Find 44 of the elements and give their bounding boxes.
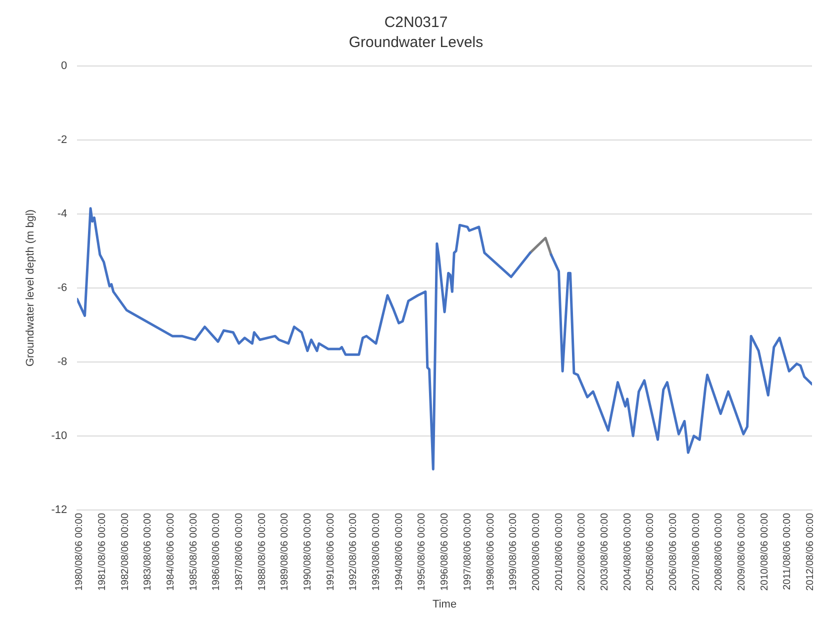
x-tick-label: 1982/08/06 00:00 (120, 512, 131, 591)
x-tick-label: 1989/08/06 00:00 (280, 512, 291, 591)
x-tick-label: 1999/08/06 00:00 (508, 512, 520, 591)
y-tick-label: 0 (60, 60, 68, 72)
x-tick-label: 1998/08/06 00:00 (485, 512, 496, 591)
x-tick-label: 2007/08/06 00:00 (690, 512, 702, 591)
x-tick-label: 2005/08/06 00:00 (645, 512, 656, 591)
x-tick-label: 1997/08/06 00:00 (462, 512, 474, 591)
x-tick-label: 2006/08/06 00:00 (668, 512, 680, 591)
x-tick-label: 1995/08/06 00:00 (416, 512, 428, 591)
y-axis-title: Groundwater level depth (m bgl) (24, 209, 37, 367)
x-tick-label: 1996/08/06 00:00 (440, 512, 451, 591)
chart-title: C2N0317 (384, 14, 448, 32)
x-tick-label: 2001/08/06 00:00 (554, 512, 565, 591)
y-tick-label: -2 (57, 134, 68, 146)
x-tick-label: 1988/08/06 00:00 (256, 512, 268, 591)
x-axis-title: Time (432, 598, 457, 610)
y-tick-label: -12 (51, 504, 68, 516)
x-tick-label: 1992/08/06 00:00 (348, 512, 360, 591)
x-tick-label: 1983/08/06 00:00 (142, 512, 154, 591)
chart-subtitle: Groundwater Levels (348, 34, 484, 52)
x-tick-label: 1981/08/06 00:00 (96, 512, 108, 591)
y-tick-label: -8 (57, 356, 68, 368)
x-tick-label: 1987/08/06 00:00 (234, 512, 245, 591)
x-tick-label: 1986/08/06 00:00 (211, 512, 222, 591)
x-tick-label: 2003/08/06 00:00 (599, 512, 610, 591)
y-tick-label: -10 (51, 430, 68, 442)
x-tick-label: 2000/08/06 00:00 (530, 512, 542, 591)
y-tick-label: -6 (57, 282, 68, 294)
x-tick-label: 1984/08/06 00:00 (165, 512, 176, 591)
x-tick-label: 1993/08/06 00:00 (371, 512, 382, 591)
y-tick-label: -4 (57, 208, 68, 220)
x-tick-label: 2010/08/06 00:00 (759, 512, 770, 591)
x-tick-label: 2008/08/06 00:00 (714, 512, 725, 591)
x-tick-label: 2011/08/06 00:00 (782, 512, 794, 590)
x-tick-label: 2002/08/06 00:00 (576, 512, 588, 591)
x-tick-label: 1985/08/06 00:00 (188, 512, 200, 591)
x-tick-label: 1990/08/06 00:00 (302, 512, 314, 591)
x-tick-label: 1991/08/06 00:00 (325, 512, 336, 591)
x-tick-label: 1980/08/06 00:00 (74, 512, 86, 591)
x-tick-label: 2004/08/06 00:00 (622, 512, 634, 591)
x-tick-label: 2012/08/06 00:00 (805, 512, 816, 591)
x-tick-label: 2009/08/06 00:00 (736, 512, 748, 591)
x-tick-label: 1994/08/06 00:00 (394, 512, 405, 591)
